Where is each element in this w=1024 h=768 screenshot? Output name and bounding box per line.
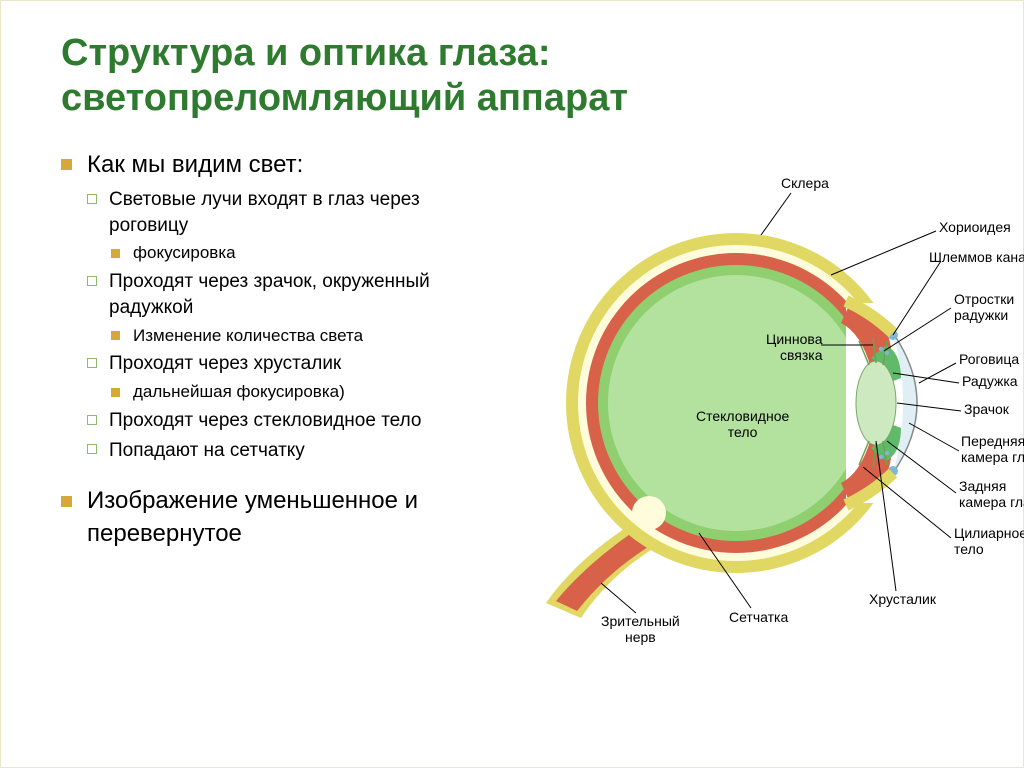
bullet-list: Как мы видим свет: Световые лучи входят … — [61, 143, 491, 556]
label-iris-proc: Отросткирадужки — [954, 291, 1014, 323]
title-line2: светопреломляющий аппарат — [61, 77, 628, 119]
eye-svg — [541, 173, 1021, 633]
bullet-l3: Изменение количества света — [61, 325, 491, 348]
bullet-l1: Как мы видим свет: — [61, 149, 491, 181]
bullet-l2: Световые лучи входят в глаз через рогови… — [61, 187, 491, 238]
label-ciliary: Цилиарноетело — [954, 525, 1024, 557]
label-optic-nerve: Зрительныйнерв — [601, 613, 680, 645]
label-choroid: Хориоидея — [939, 219, 1011, 235]
bullet-l2: Проходят через стекловидное тело — [61, 408, 491, 434]
label-retina: Сетчатка — [729, 609, 788, 625]
eye-diagram: Склера Хориоидея Шлеммов канал Отросткир… — [491, 143, 983, 556]
bullet-l3: фокусировка — [61, 242, 491, 265]
label-sclera: Склера — [781, 175, 829, 191]
bullet-l2: Попадают на сетчатку — [61, 438, 491, 464]
bullet-l2: Проходят через хрусталик — [61, 351, 491, 377]
label-vitreous: Стекловидноетело — [696, 408, 789, 440]
label-cornea: Роговица — [959, 351, 1019, 367]
label-ant-chamber: Передняякамера глаза — [961, 433, 1024, 465]
label-post-chamber: Задняякамера глаза — [959, 478, 1024, 510]
bullet-l3: дальнейшая фокусировка) — [61, 381, 491, 404]
bullet-l2: Проходят через зрачок, окруженный радужк… — [61, 269, 491, 320]
label-zonule: Цинновасвязка — [766, 331, 823, 363]
slide-title: Структура и оптика глаза: светопреломляю… — [61, 31, 983, 121]
label-lens: Хрусталик — [869, 591, 936, 607]
bullet-l1: Изображение уменьшенное и перевернутое — [61, 485, 491, 550]
label-iris: Радужка — [962, 373, 1018, 389]
title-line1: Структура и оптика глаза: — [61, 32, 551, 74]
label-pupil: Зрачок — [964, 401, 1009, 417]
label-schlemm: Шлеммов канал — [929, 249, 1024, 265]
